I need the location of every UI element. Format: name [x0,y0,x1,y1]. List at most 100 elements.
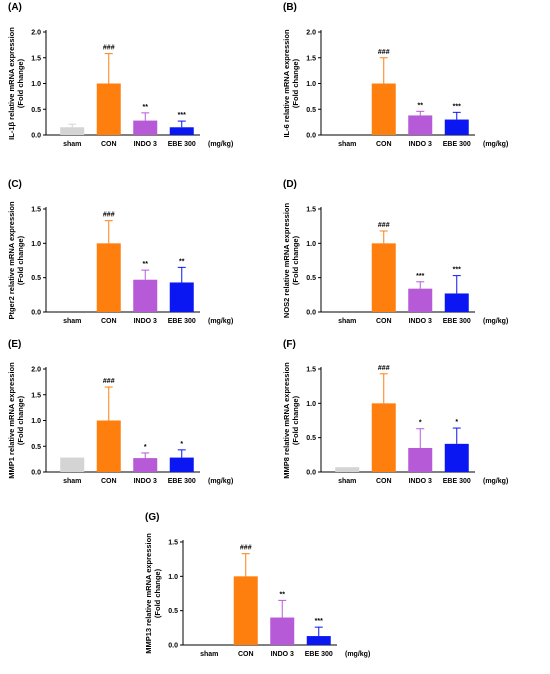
y-tick-label: 1.5 [31,207,41,214]
y-axis-title-line: (Fold change) [16,395,25,445]
bar-con [371,243,396,312]
x-tick-label: EBE 300 [168,318,196,325]
x-tick-label: EBE 300 [305,651,333,658]
significance-marker: ** [418,102,424,109]
significance-marker: ** [280,591,286,598]
y-tick-label: 1.0 [31,81,41,88]
bar-ebe-300 [444,119,469,135]
significance-marker: *** [453,267,461,274]
y-axis-title: MMP1 relative mRNA expression(Fold chang… [7,362,25,479]
bar-con [96,83,121,135]
y-tick-label: 1.5 [31,55,41,62]
y-axis-title: Ptger2 relative mRNA expression(Fold cha… [7,201,25,320]
bar-con [371,83,396,135]
significance-marker: * [180,441,183,448]
significance-marker: *** [178,112,186,119]
panel-c: (C) Ptger2 relative mRNA expression(Fold … [7,179,233,325]
bar-ebe-300 [169,127,194,135]
panel-a: (A) IL-1β relative mRNA expression(Fold c… [7,2,233,148]
bar-ebe-300 [169,457,194,472]
y-tick-label: 1.5 [168,540,178,547]
significance-marker: ### [378,49,390,56]
x-tick-label: INDO 3 [409,478,432,485]
bar-ebe-300 [169,282,194,312]
panel-f: (F) MMP8 relative mRNA expression(Fold ch… [282,339,508,485]
panel-label: (B) [283,2,297,13]
x-tick-label: INDO 3 [409,318,432,325]
y-tick-label: 1.0 [168,574,178,581]
bar-indo-3 [408,115,433,135]
unit-label: (mg/kg) [345,651,370,658]
bar-sham [60,127,85,135]
panel-label: (G) [145,512,159,523]
unit-label: (mg/kg) [483,318,508,325]
y-tick-label: 1.5 [306,55,316,62]
significance-marker: *** [416,273,424,280]
bar-ebe-300 [444,293,469,312]
y-tick-label: 0.0 [306,133,316,140]
significance-marker: ### [103,45,115,52]
significance-marker: ### [378,222,390,229]
panel-label: (E) [8,339,21,350]
x-tick-label: CON [101,318,117,325]
unit-label: (mg/kg) [483,478,508,485]
y-tick-label: 0.5 [31,444,41,451]
y-tick-label: 1.5 [31,392,41,399]
panel-label: (F) [283,339,296,350]
bar-sham [335,467,360,472]
x-tick-label: CON [101,141,117,148]
x-tick-label: sham [63,318,81,325]
y-axis-title: IL-6 relative mRNA expression(Fold chang… [282,29,300,138]
x-tick-label: INDO 3 [271,651,294,658]
bar-indo-3 [270,617,295,645]
y-tick-label: 0.5 [306,275,316,282]
bar-ebe-300 [306,636,331,645]
y-tick-label: 0.5 [31,275,41,282]
y-axis-title: NOS2 relative mRNA expression(Fold chang… [282,202,300,318]
y-tick-label: 0.0 [306,470,316,477]
x-tick-label: sham [338,318,356,325]
y-axis-title-line: (Fold change) [291,58,300,108]
y-axis-title-line: (Fold change) [291,395,300,445]
y-tick-label: 0.5 [306,435,316,442]
bar-con [96,420,121,472]
y-tick-label: 0.0 [31,133,41,140]
bar-indo-3 [133,279,158,312]
significance-marker: ### [378,365,390,372]
y-axis-title-line: IL-1β relative mRNA expression [7,27,16,140]
panel-label: (C) [8,179,22,190]
y-tick-label: 0.0 [31,310,41,317]
x-tick-label: CON [376,478,392,485]
y-tick-label: 0.0 [168,643,178,650]
significance-marker: * [419,420,422,427]
bar-indo-3 [408,447,433,472]
panel-b: (B) IL-6 relative mRNA expression(Fold ch… [282,2,508,148]
panel-label: (A) [8,2,22,13]
y-axis-title-line: MMP8 relative mRNA expression [282,362,291,479]
y-tick-label: 1.0 [306,241,316,248]
y-tick-label: 2.0 [306,30,316,37]
significance-marker: *** [315,618,323,625]
panel-label: (D) [283,179,297,190]
y-axis-title-line: IL-6 relative mRNA expression [282,29,291,138]
y-tick-label: 0.5 [168,608,178,615]
y-tick-label: 2.0 [31,367,41,374]
significance-marker: ** [179,258,185,265]
y-axis-title-line: (Fold change) [153,568,162,618]
x-tick-label: EBE 300 [168,141,196,148]
significance-marker: ### [240,545,252,552]
x-tick-label: sham [63,141,81,148]
x-tick-label: INDO 3 [409,141,432,148]
y-axis-title-line: NOS2 relative mRNA expression [282,202,291,318]
bar-ebe-300 [444,443,469,472]
x-tick-label: EBE 300 [443,318,471,325]
y-tick-label: 1.5 [306,367,316,374]
panel-e: (E) MMP1 relative mRNA expression(Fold ch… [7,339,233,485]
bar-con [96,243,121,312]
y-tick-label: 1.0 [306,401,316,408]
bar-con [371,403,396,472]
x-tick-label: sham [200,651,218,658]
panel-g: (G) MMP13 relative mRNA expression(Fold c… [144,512,370,658]
y-tick-label: 1.5 [306,207,316,214]
y-axis-title: IL-1β relative mRNA expression(Fold chan… [7,27,25,140]
